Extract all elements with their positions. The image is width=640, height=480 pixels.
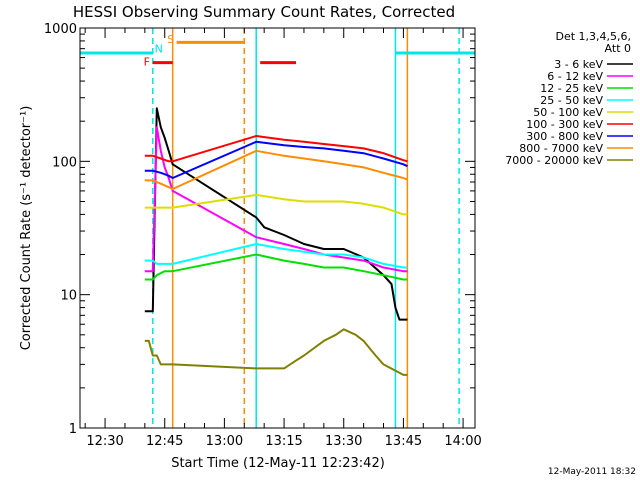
- series-line: [144, 253, 408, 281]
- legend-label: 800 - 7000 keV: [519, 142, 603, 155]
- series-line: [144, 107, 408, 321]
- axes: 1 10 100 1000 12:30 12:45 13:00 13:15 13:30 13:45…: [44, 22, 482, 449]
- series-line: [144, 126, 408, 273]
- legend-label: 300 - 800 keV: [526, 130, 603, 143]
- series-line: [144, 243, 408, 269]
- legend-label: 25 - 50 keV: [540, 94, 603, 107]
- y-axis-label: Corrected Count Rate (s⁻¹ detector⁻¹): [19, 106, 34, 351]
- y-tick-label: 10: [60, 289, 77, 304]
- x-tick-label: 14:00: [444, 434, 481, 449]
- x-tick-label: 13:00: [206, 434, 243, 449]
- plot-frame: [79, 27, 476, 429]
- footer-timestamp: 12-May-2011 18:32: [548, 467, 636, 477]
- x-tick-label: 12:45: [146, 434, 183, 449]
- legend-header-line-1: Det 1,3,4,5,6,: [555, 30, 631, 43]
- series-group: [144, 107, 408, 376]
- x-tick-label: 13:30: [325, 434, 362, 449]
- legend-label: 100 - 300 keV: [526, 118, 603, 131]
- state-bars: [80, 40, 475, 65]
- legend-label: 50 - 100 keV: [533, 106, 603, 119]
- y-tick-label: 1: [69, 422, 77, 437]
- state-label: S: [167, 33, 174, 46]
- x-axis-label: Start Time (12-May-11 12:23:42): [171, 456, 385, 471]
- legend-header-line-2: Att 0: [605, 42, 631, 55]
- state-label: N: [155, 43, 163, 56]
- legend-label: 12 - 25 keV: [540, 82, 603, 95]
- y-tick-label: 1000: [44, 22, 77, 37]
- legend-label: 6 - 12 keV: [547, 70, 603, 83]
- series-line: [144, 193, 408, 216]
- series-line: [144, 149, 408, 190]
- series-line: [144, 140, 408, 179]
- series-line: [144, 328, 408, 376]
- state-label: F: [144, 56, 150, 69]
- vertical-markers: [152, 28, 460, 428]
- x-tick-label: 13:45: [385, 434, 422, 449]
- legend-label: 7000 - 20000 keV: [505, 154, 603, 167]
- series-line: [144, 135, 408, 163]
- x-tick-label: 13:15: [265, 434, 302, 449]
- chart-title: HESSI Observing Summary Count Rates, Cor…: [73, 3, 455, 21]
- legend-label: 3 - 6 keV: [554, 58, 603, 71]
- y-tick-label: 100: [52, 155, 77, 170]
- x-tick-label: 12:30: [86, 434, 123, 449]
